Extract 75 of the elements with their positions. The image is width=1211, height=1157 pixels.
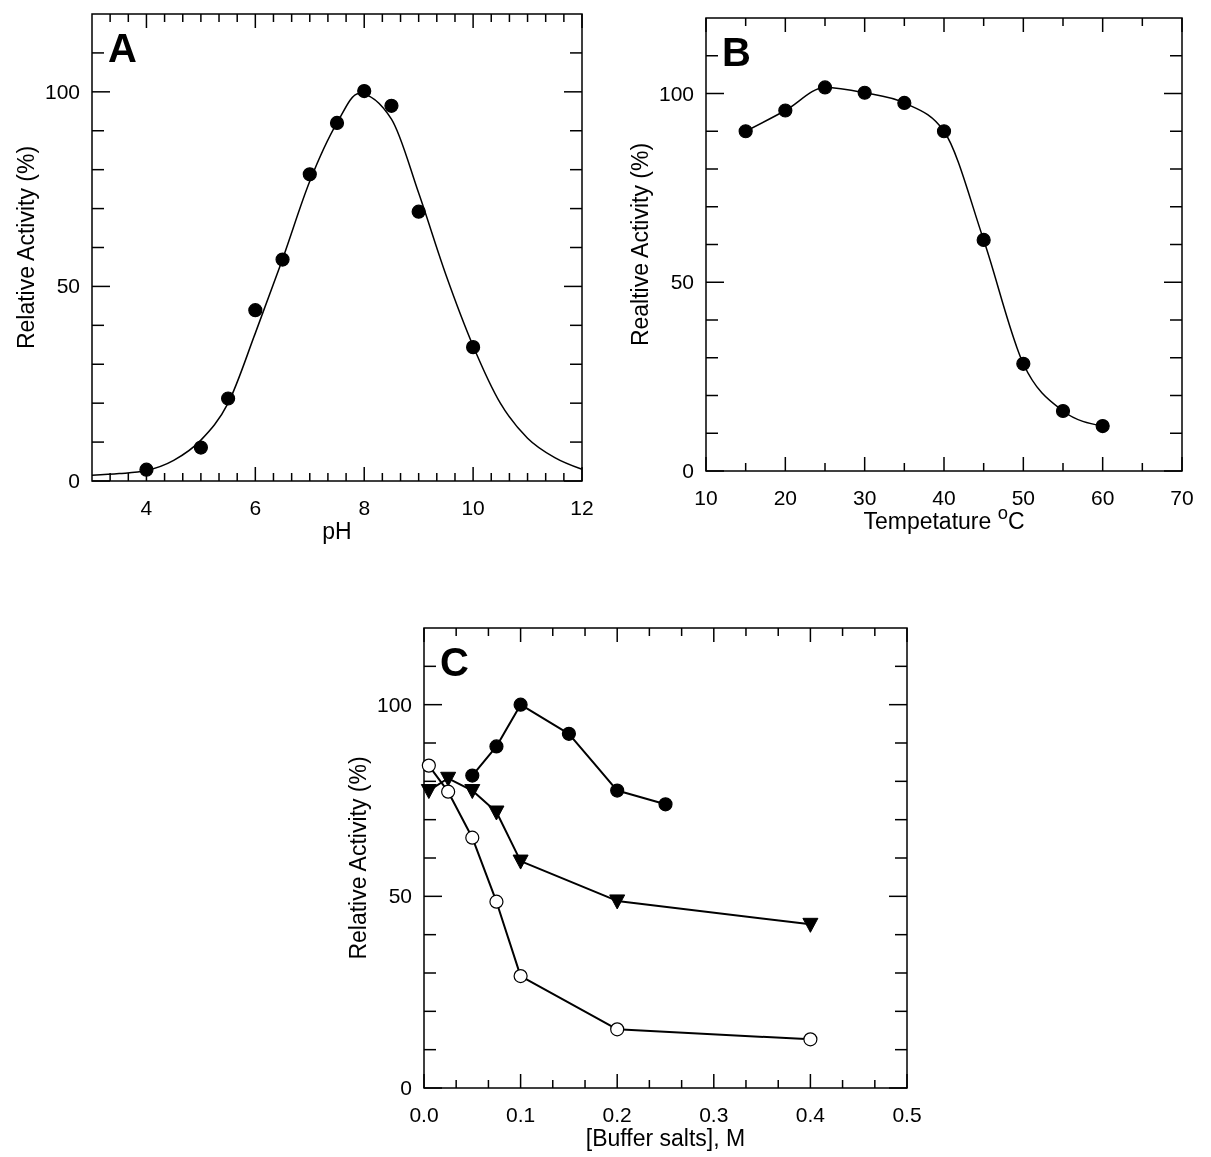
y-tick-label: 100	[44, 79, 80, 103]
point	[465, 830, 480, 845]
x-tick-label: 0.3	[699, 1103, 729, 1126]
x-tick-label: 40	[932, 486, 956, 509]
x-tick-label: 50	[1011, 486, 1036, 509]
chart-title: C	[440, 640, 469, 684]
y-tick-label: 100	[658, 81, 694, 105]
y-tick-label: 0	[400, 1076, 412, 1099]
x-tick-label: 60	[1090, 486, 1115, 509]
point	[976, 232, 991, 248]
x-tick-label: 8	[358, 496, 371, 519]
x-tick-label: 0.5	[892, 1103, 922, 1126]
point	[248, 303, 263, 318]
chart-title: A	[108, 26, 137, 70]
y-axis-title: Realtive Activity (%)	[627, 142, 653, 347]
point	[464, 784, 481, 800]
point	[803, 1032, 818, 1047]
y-axis-title: Relative Activity (%)	[345, 756, 371, 960]
point	[357, 83, 372, 99]
point	[489, 894, 504, 909]
x-tick-label: 10	[461, 496, 485, 519]
point	[1055, 403, 1071, 419]
point	[610, 1022, 625, 1037]
x-tick-label: 4	[140, 496, 153, 519]
y-tick-label: 100	[376, 692, 412, 716]
point	[488, 805, 505, 821]
point	[1095, 418, 1110, 434]
y-tick-label: 50	[388, 884, 412, 908]
point	[817, 80, 833, 95]
point	[489, 739, 504, 754]
point	[329, 115, 345, 131]
y-tick-label: 50	[670, 270, 694, 294]
point	[465, 768, 480, 783]
point	[139, 462, 154, 477]
x-tick-label: 0.1	[506, 1103, 536, 1126]
x-tick-label: 6	[249, 496, 262, 519]
x-tick-label: 10	[694, 486, 718, 509]
x-tick-label: 0.2	[602, 1103, 632, 1126]
point	[610, 783, 625, 798]
x-tick-label: 0.0	[409, 1103, 439, 1126]
point	[609, 894, 626, 910]
point	[778, 103, 793, 118]
point	[421, 758, 436, 773]
point	[441, 784, 456, 799]
point	[658, 797, 673, 812]
point	[411, 204, 426, 219]
point	[512, 854, 529, 870]
x-tick-label: 70	[1170, 486, 1194, 509]
point	[561, 726, 576, 741]
chart-title: B	[722, 30, 751, 74]
point	[193, 440, 208, 455]
point	[466, 340, 481, 355]
point	[302, 167, 317, 182]
point	[384, 98, 399, 113]
x-tick-label: 0.4	[795, 1103, 826, 1126]
point	[897, 95, 912, 111]
point	[513, 968, 528, 984]
point	[513, 697, 528, 712]
point	[802, 917, 819, 933]
point	[738, 124, 753, 139]
x-axis-title: [Buffer salts], M	[585, 1125, 746, 1151]
point	[420, 784, 437, 800]
point	[1016, 356, 1031, 371]
point	[857, 85, 872, 100]
y-tick-label: 50	[56, 274, 80, 298]
y-axis-title: Relative Activity (%)	[13, 145, 39, 350]
y-tick-label: 0	[68, 469, 80, 492]
point	[221, 391, 236, 406]
x-axis-title: pH	[322, 518, 352, 544]
x-tick-label: 20	[773, 486, 798, 509]
x-tick-label: 12	[570, 496, 594, 519]
point	[440, 771, 457, 787]
point	[275, 252, 290, 267]
y-tick-label: 0	[682, 459, 694, 482]
point	[936, 124, 952, 139]
